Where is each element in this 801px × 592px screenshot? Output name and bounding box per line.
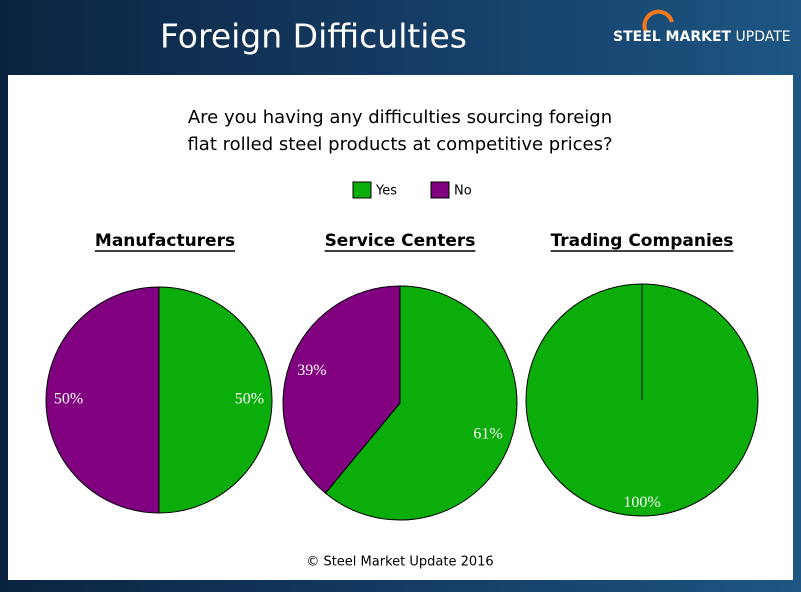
- pie-slice: [158, 286, 273, 514]
- data-label: 50%: [54, 391, 83, 408]
- pie-title: Trading Companies: [551, 231, 734, 251]
- pie-title: Service Centers: [325, 231, 476, 251]
- question-line: flat rolled steel products at competitiv…: [187, 134, 612, 155]
- data-label: 100%: [623, 494, 660, 511]
- slide-title: Foreign Difficulties: [160, 17, 467, 56]
- pie-slice: [282, 285, 401, 494]
- logo-arc: [642, 9, 674, 33]
- legend-label: Yes: [375, 184, 397, 199]
- legend-label: No: [454, 184, 472, 199]
- logo: STEEL MARKET UPDATE: [613, 29, 791, 45]
- pie-slice: [45, 286, 160, 514]
- logo-bold: STEEL MARKET: [613, 29, 732, 45]
- legend-swatch: [352, 181, 372, 199]
- question-line: Are you having any difficulties sourcing…: [188, 107, 612, 128]
- pie-slice: [324, 285, 518, 521]
- logo-light: UPDATE: [736, 29, 791, 45]
- data-label: 50%: [235, 391, 264, 408]
- data-label: 39%: [297, 362, 326, 379]
- legend-swatch: [430, 181, 450, 199]
- pie-title: Manufacturers: [95, 231, 235, 251]
- data-label: 61%: [473, 425, 502, 442]
- footer: © Steel Market Update 2016: [306, 555, 493, 570]
